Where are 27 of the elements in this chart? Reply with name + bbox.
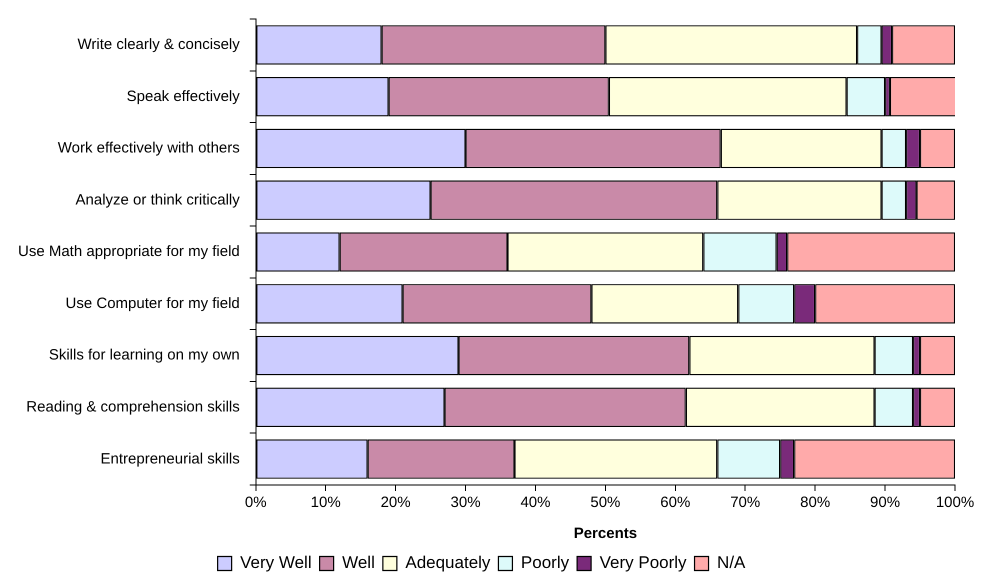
x-tick-label: 40% (520, 494, 550, 512)
y-tick-label: Analyze or think critically (76, 191, 240, 208)
y-tick-label: Write clearly & concisely (77, 36, 240, 54)
x-tick-label: 70% (730, 494, 760, 512)
x-tick-label: 60% (660, 494, 690, 512)
legend-label: N/A (717, 553, 746, 572)
y-tick-label: Work effectively with others (58, 140, 240, 157)
y-tick-label: Skills for learning on my own (48, 346, 240, 364)
x-tick-label: 20% (380, 494, 411, 512)
legend-label: Poorly (520, 553, 570, 572)
y-tick-label: Reading & comprehension skills (26, 398, 240, 416)
y-tick-label: Use Computer for my field (66, 294, 240, 312)
x-tick-label: 30% (450, 494, 481, 512)
x-axis-title: Percents (574, 525, 638, 542)
legend-label: Very Well (240, 553, 312, 572)
legend-label: Very Poorly (600, 553, 688, 572)
x-tick-label: 0% (244, 494, 267, 512)
legend-label: Well (342, 553, 375, 572)
x-tick-label: 80% (800, 494, 830, 512)
y-tick-label: Speak effectively (126, 88, 240, 105)
x-tick-label: 90% (870, 494, 900, 512)
y-tick-label: Use Math appropriate for my field (18, 243, 240, 260)
x-tick-label: 10% (310, 494, 341, 512)
legend-label: Adequately (405, 553, 491, 572)
x-tick-label: 100% (936, 494, 974, 512)
y-tick-label: Entrepreneurial skills (100, 450, 240, 468)
x-tick-label: 50% (590, 494, 620, 512)
